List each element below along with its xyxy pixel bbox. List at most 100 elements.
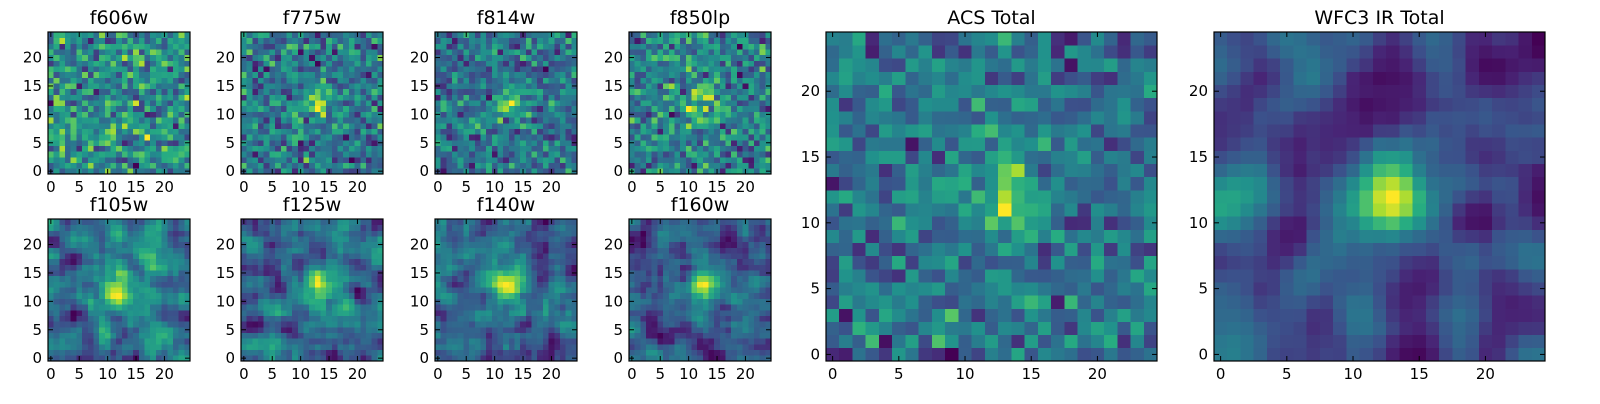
heatmap-cell: [560, 316, 566, 322]
heatmap-cell: [680, 83, 686, 89]
heatmap-cell: [680, 66, 686, 72]
heatmap-cell: [566, 66, 572, 72]
heatmap-cell: [122, 89, 128, 95]
heatmap-cell: [520, 287, 526, 293]
heatmap-cell: [737, 163, 743, 169]
heatmap-cell: [480, 117, 486, 123]
heatmap-cell: [486, 338, 492, 344]
heatmap-cell: [441, 146, 447, 152]
heatmap-cell: [703, 43, 709, 49]
heatmap-cell: [326, 140, 332, 146]
heatmap-cell: [241, 276, 247, 282]
heatmap-cell: [82, 163, 88, 169]
heatmap-cell: [275, 287, 281, 293]
heatmap-cell: [674, 38, 680, 44]
heatmap-cell: [731, 66, 737, 72]
heatmap-cell: [105, 321, 111, 327]
heatmap-cell: [560, 333, 566, 339]
heatmap-cell: [452, 106, 458, 112]
heatmap-cell: [549, 83, 555, 89]
heatmap-cell: [82, 242, 88, 248]
y-tick-label: 20: [23, 49, 42, 67]
heatmap-cell: [82, 333, 88, 339]
heatmap-cell: [59, 350, 65, 356]
heatmap-cell: [731, 32, 737, 38]
heatmap-cell: [663, 281, 669, 287]
heatmap-cell: [458, 112, 464, 118]
heatmap-cell: [269, 276, 275, 282]
heatmap-cell: [105, 83, 111, 89]
heatmap-cell: [515, 299, 521, 305]
heatmap-cell: [680, 129, 686, 135]
heatmap-cell: [281, 253, 287, 259]
heatmap-cell: [88, 327, 94, 333]
heatmap-cell: [526, 338, 532, 344]
heatmap-cell: [76, 338, 82, 344]
heatmap-cell: [167, 236, 173, 242]
heatmap-cell: [520, 247, 526, 253]
heatmap-cell: [549, 134, 555, 140]
heatmap-cell: [554, 55, 560, 61]
heatmap-cell: [566, 236, 572, 242]
heatmap-cell: [179, 219, 185, 225]
heatmap-cell: [65, 146, 71, 152]
heatmap-cell: [241, 72, 247, 78]
heatmap-cell: [54, 259, 60, 265]
heatmap-cell: [480, 225, 486, 231]
heatmap-cell: [247, 225, 253, 231]
heatmap-cell: [486, 123, 492, 129]
heatmap-cell: [292, 270, 298, 276]
heatmap-cell: [458, 123, 464, 129]
heatmap-cell: [475, 242, 481, 248]
heatmap-cell: [298, 66, 304, 72]
heatmap-cell: [54, 83, 60, 89]
heatmap-cell: [492, 83, 498, 89]
heatmap-cell: [128, 247, 134, 253]
heatmap-cell: [133, 140, 139, 146]
heatmap-cell: [150, 60, 156, 66]
heatmap-cell: [150, 310, 156, 316]
heatmap-cell: [635, 129, 641, 135]
heatmap-cell: [452, 247, 458, 253]
heatmap-cell: [298, 55, 304, 61]
heatmap-cell: [646, 276, 652, 282]
heatmap-cell: [640, 134, 646, 140]
heatmap-cell: [360, 66, 366, 72]
heatmap-cell: [156, 55, 162, 61]
heatmap-cell: [286, 157, 292, 163]
heatmap-cell: [492, 134, 498, 140]
heatmap-cell: [315, 230, 321, 236]
heatmap-cell: [65, 321, 71, 327]
heatmap-cell: [252, 32, 258, 38]
heatmap-cell: [264, 134, 270, 140]
heatmap-cell: [343, 49, 349, 55]
heatmap-cell: [709, 344, 715, 350]
heatmap-cell: [560, 304, 566, 310]
heatmap-cell: [59, 242, 65, 248]
heatmap-cell: [241, 43, 247, 49]
heatmap-cell: [71, 225, 77, 231]
heatmap-cell: [355, 344, 361, 350]
heatmap-cell: [167, 66, 173, 72]
heatmap-cell: [463, 77, 469, 83]
heatmap-cell: [435, 43, 441, 49]
heatmap-cell: [88, 112, 94, 118]
y-tick-label: 10: [604, 105, 623, 123]
heatmap-cell: [714, 89, 720, 95]
heatmap-cell: [697, 281, 703, 287]
heatmap-cell: [110, 94, 116, 100]
heatmap-cell: [458, 83, 464, 89]
heatmap-cell: [532, 89, 538, 95]
heatmap-cell: [754, 129, 760, 135]
heatmap-cell: [709, 94, 715, 100]
heatmap-cell: [247, 32, 253, 38]
heatmap-cell: [532, 316, 538, 322]
heatmap-cell: [669, 134, 675, 140]
heatmap-cell: [93, 276, 99, 282]
heatmap-cell: [549, 157, 555, 163]
heatmap-cell: [150, 72, 156, 78]
heatmap-cell: [71, 100, 77, 106]
heatmap-cell: [509, 157, 515, 163]
heatmap-cell: [167, 157, 173, 163]
heatmap-cell: [469, 287, 475, 293]
